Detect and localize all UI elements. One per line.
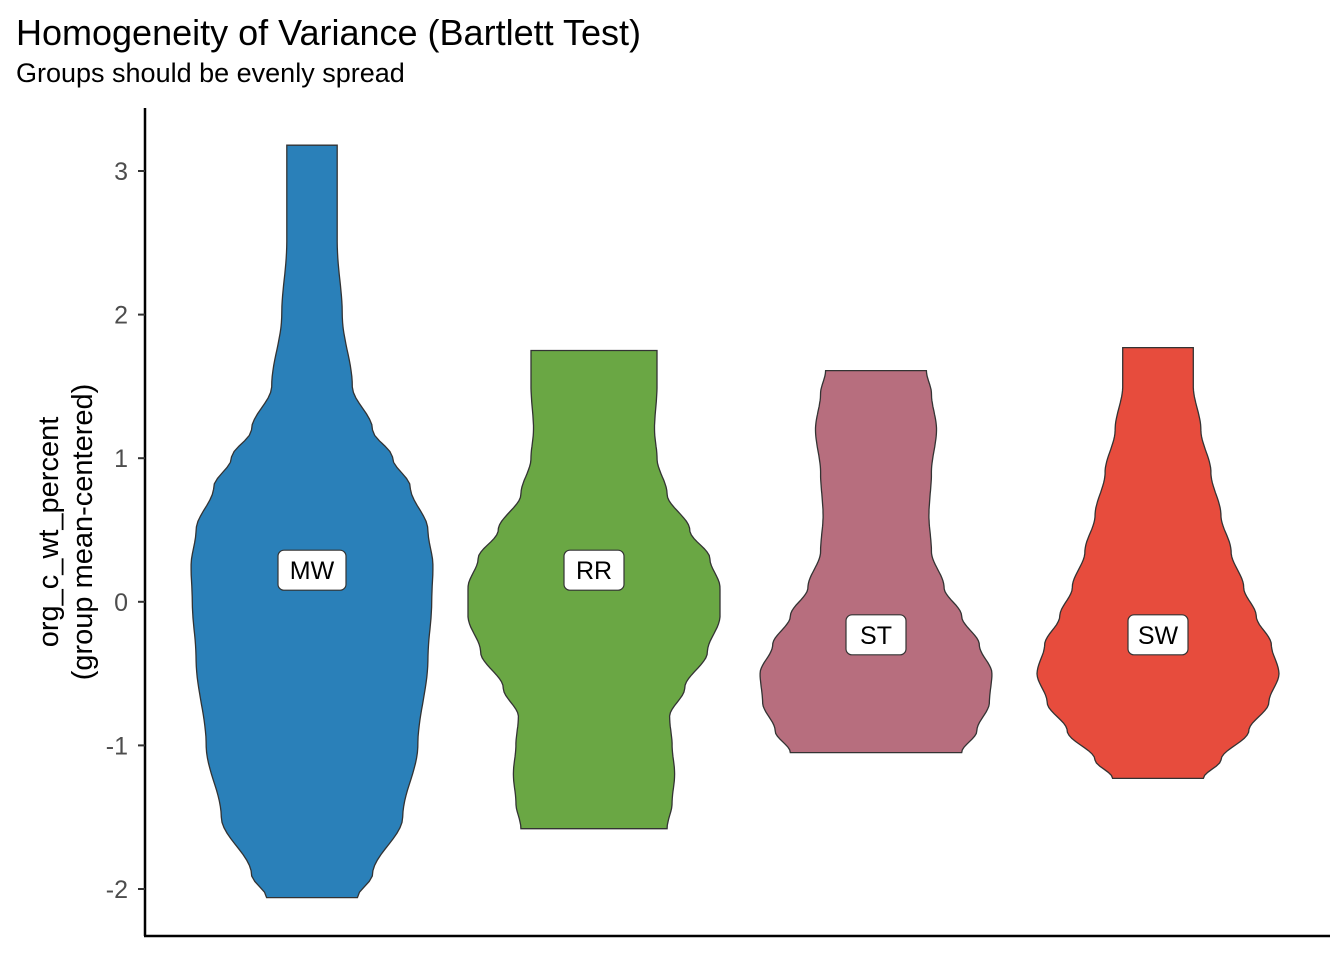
y-tick-label: -1 — [106, 732, 128, 760]
violin-st — [759, 369, 993, 754]
violin-layer — [190, 144, 1280, 899]
group-label-box — [277, 549, 347, 591]
y-axis-title: org_c_wt_percent (group mean-centered) — [33, 384, 99, 681]
group-label-layer: MW RR ST SW — [277, 549, 1189, 656]
group-label-sw: SW — [1138, 622, 1179, 650]
y-axis: 3 2 1 0 -1 -2 — [106, 108, 147, 936]
group-label-mw: MW — [290, 557, 335, 585]
violin-sw — [1036, 346, 1280, 780]
violin-mw — [190, 144, 434, 899]
y-tick-label: 2 — [114, 302, 128, 330]
chart-subtitle: Groups should be evenly spread — [16, 58, 405, 88]
y-axis-title-line-1: org_c_wt_percent — [33, 417, 65, 648]
group-label-box — [1127, 614, 1189, 656]
y-tick-label: 3 — [114, 158, 128, 186]
group-label-box — [845, 614, 907, 656]
y-axis-title-line-2: (group mean-centered) — [67, 384, 99, 681]
group-label-st: ST — [860, 622, 892, 650]
y-tick-label: 0 — [114, 589, 128, 617]
y-tick-label: -2 — [106, 876, 128, 904]
group-label-rr: RR — [576, 557, 612, 585]
y-ticks: 3 2 1 0 -1 -2 — [106, 158, 145, 904]
y-tick-label: 1 — [114, 445, 128, 473]
chart-title: Homogeneity of Variance (Bartlett Test) — [16, 12, 641, 53]
group-label-box — [563, 549, 625, 591]
